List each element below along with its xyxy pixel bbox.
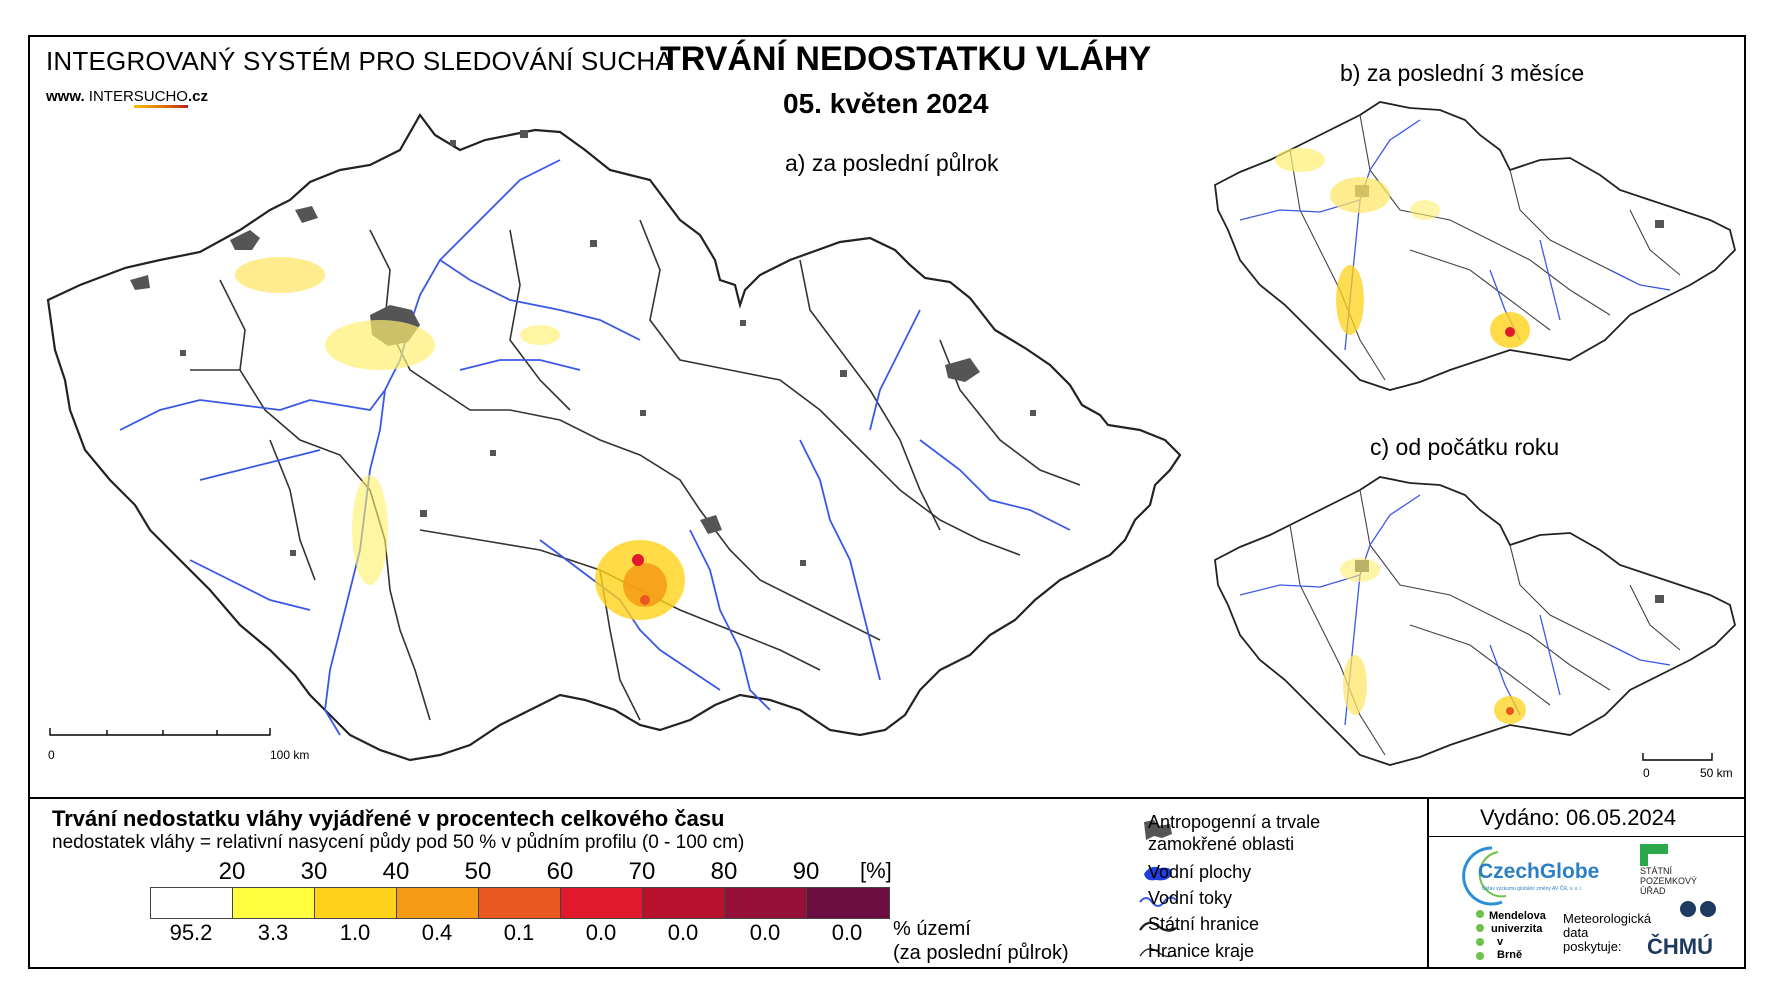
- legend-threshold-label: 30: [300, 858, 328, 885]
- issued-divider: [1429, 836, 1746, 837]
- map-b-czechia: [1214, 101, 1736, 391]
- czechglobe-logo: CzechGlobe Ústav výzkumu globální změny …: [1462, 842, 1610, 908]
- legend-swatch: [725, 888, 807, 918]
- map-title: TRVÁNÍ NEDOSTATKU VLÁHY: [660, 40, 1152, 78]
- issued-date: Vydáno: 06.05.2024: [1480, 805, 1677, 830]
- spu-logo-mark: [1640, 844, 1668, 854]
- meteo-data-provider: Meteorologická data poskytuje:: [1563, 911, 1652, 954]
- legend-percentage-value: 0.1: [503, 920, 535, 945]
- legend-swatch: [479, 888, 561, 918]
- website-link[interactable]: www. INTERSUCHO.cz: [46, 88, 208, 108]
- legend-percentage-value: 0.4: [421, 920, 453, 945]
- map-c-label: c) od počátku roku: [1370, 434, 1560, 460]
- main-scale-end: 100 km: [270, 748, 310, 762]
- legend-percentage-value: 95.2: [169, 920, 213, 945]
- legend-percent-label: % území: [893, 918, 971, 940]
- anthropogenic-area-icon: [1144, 820, 1172, 840]
- map-a-label: a) za poslední půlrok: [785, 150, 999, 176]
- czechglobe-name: CzechGlobe: [1478, 860, 1600, 883]
- map-date: 05. květen 2024: [783, 88, 989, 119]
- main-scale-start: 0: [48, 748, 55, 762]
- legend-percentage-value: 1.0: [339, 920, 371, 945]
- legend-threshold-label: 90: [792, 858, 820, 885]
- legend-swatch: [807, 888, 889, 918]
- anthropogenic-label-1: Antropogenní a trvale: [1148, 812, 1321, 832]
- legend-percentage-value: 0.0: [831, 920, 863, 945]
- legend-percent-period: (za poslední půlrok): [893, 942, 1069, 964]
- legend-unit: [%]: [860, 858, 892, 883]
- legend-percentage-value: 0.0: [585, 920, 617, 945]
- mendel-dots-icon: [1476, 910, 1484, 960]
- map-c-czechia: [1214, 476, 1736, 766]
- small-scale-end: 50 km: [1700, 766, 1733, 780]
- anthropogenic-label-2: zamokřené oblasti: [1148, 834, 1295, 854]
- footer-separator: [1427, 797, 1429, 969]
- water-body-icon: [1144, 866, 1172, 881]
- legend-color-scale: [150, 887, 890, 919]
- legend-threshold-label: 20: [218, 858, 246, 885]
- legend-divider: [28, 797, 1746, 799]
- main-scale-bar: [49, 728, 271, 736]
- czechglobe-subtitle: Ústav výzkumu globální změny AV ČR, v. v…: [1482, 886, 1583, 892]
- small-scale-bar: [1642, 753, 1713, 761]
- legend-swatch: [315, 888, 397, 918]
- legend-swatch: [233, 888, 315, 918]
- legend-threshold-label: 80: [710, 858, 738, 885]
- river-icon: [1139, 896, 1177, 907]
- legend-threshold-label: 70: [628, 858, 656, 885]
- system-title: INTEGROVANÝ SYSTÉM PRO SLEDOVÁNÍ SUCHA: [46, 46, 673, 76]
- small-scale-start: 0: [1643, 766, 1650, 780]
- chmu-name: ČHMÚ: [1647, 934, 1713, 959]
- legend-threshold-label: 60: [546, 858, 574, 885]
- legend-swatch: [397, 888, 479, 918]
- water-body-label: Vodní plochy: [1148, 862, 1252, 882]
- chmu-logo-icon: [1680, 901, 1716, 917]
- legend-swatch: [643, 888, 725, 918]
- map-a-drought-patches: [235, 257, 685, 620]
- region-border-label: Hranice kraje: [1148, 941, 1255, 961]
- state-border-label: Státní hranice: [1148, 914, 1260, 934]
- river-label: Vodní toky: [1148, 888, 1233, 908]
- map-a-state-border: [46, 113, 1182, 762]
- legend-swatch: [561, 888, 643, 918]
- legend-percentage-value: 0.0: [667, 920, 699, 945]
- legend-threshold-label: 50: [464, 858, 492, 885]
- legend-percentage-value: 3.3: [257, 920, 289, 945]
- legend-swatch: [151, 888, 233, 918]
- region-border-icon: [1139, 948, 1177, 958]
- czechglobe-logo-mark: [1462, 846, 1507, 906]
- legend-threshold-label: 40: [382, 858, 410, 885]
- legend-percentage-value: 0.0: [749, 920, 781, 945]
- map-a-czechia: [46, 113, 1182, 762]
- map-a-rivers: [119, 159, 1071, 736]
- spu-logo: STÁTNÍ POZEMKOVÝ ÚŘAD: [1640, 844, 1697, 896]
- state-border-icon: [1139, 921, 1177, 932]
- legend-subtitle: nedostatek vláhy = relativní nasycení pů…: [52, 832, 745, 853]
- map-b-label: b) za poslední 3 měsíce: [1340, 60, 1585, 86]
- legend-title: Trvání nedostatku vláhy vyjádřené v proc…: [52, 806, 725, 831]
